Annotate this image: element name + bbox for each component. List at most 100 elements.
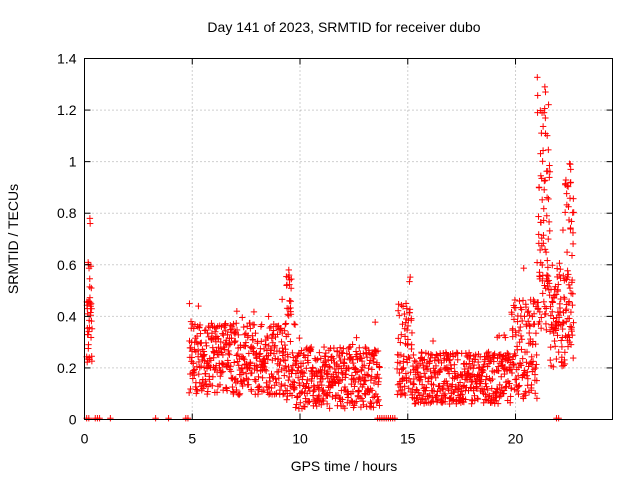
data-point xyxy=(349,341,356,348)
data-point xyxy=(495,367,502,375)
data-point xyxy=(282,362,289,370)
data-point xyxy=(189,375,196,382)
data-point xyxy=(345,364,352,372)
data-point xyxy=(194,387,201,395)
data-point xyxy=(355,387,363,395)
data-point xyxy=(510,316,518,323)
data-point xyxy=(357,380,364,388)
data-point xyxy=(556,308,564,315)
data-point xyxy=(275,368,282,375)
data-point xyxy=(252,362,260,369)
data-point xyxy=(268,384,275,392)
data-point xyxy=(490,358,497,365)
data-point xyxy=(543,194,551,201)
data-point xyxy=(326,405,333,412)
data-point xyxy=(566,284,574,292)
data-point xyxy=(421,356,428,363)
data-point xyxy=(395,335,402,342)
data-point xyxy=(427,351,435,358)
data-point xyxy=(538,234,545,242)
data-point xyxy=(411,400,419,407)
data-point xyxy=(561,360,569,368)
data-point xyxy=(512,352,519,359)
data-point xyxy=(291,321,299,328)
data-point xyxy=(444,366,452,373)
data-point xyxy=(536,246,544,254)
y-tick-label: 0.6 xyxy=(57,257,77,273)
data-point xyxy=(429,337,437,345)
data-point xyxy=(247,325,254,332)
data-point xyxy=(526,312,533,319)
data-point xyxy=(341,383,349,391)
data-point xyxy=(278,296,286,303)
data-point xyxy=(549,308,556,315)
data-point xyxy=(474,395,481,402)
data-point xyxy=(537,325,545,332)
data-point xyxy=(212,328,219,335)
data-point xyxy=(196,321,204,329)
data-point xyxy=(319,375,327,383)
data-point xyxy=(546,174,553,181)
data-point xyxy=(550,363,557,371)
data-point xyxy=(358,357,366,365)
data-point xyxy=(284,387,291,394)
data-point xyxy=(88,317,95,325)
data-point xyxy=(445,357,453,364)
data-point xyxy=(233,320,240,327)
data-point xyxy=(531,298,538,305)
data-point xyxy=(569,290,576,298)
data-point xyxy=(281,372,288,379)
data-point xyxy=(500,365,507,372)
data-point xyxy=(230,359,238,366)
data-point xyxy=(524,375,532,382)
data-point xyxy=(208,336,215,343)
data-point xyxy=(246,364,253,372)
data-point xyxy=(401,333,409,340)
data-point xyxy=(408,341,415,348)
data-point xyxy=(195,358,203,366)
data-point xyxy=(239,382,246,390)
data-point xyxy=(494,400,502,407)
data-point xyxy=(480,361,488,369)
data-point xyxy=(540,232,547,239)
data-point xyxy=(256,384,263,391)
data-point xyxy=(519,355,526,362)
data-point xyxy=(459,383,467,390)
data-point xyxy=(225,347,232,355)
data-point xyxy=(541,186,548,194)
data-point xyxy=(275,375,283,382)
data-point xyxy=(191,372,198,379)
data-point xyxy=(299,369,306,376)
data-point xyxy=(414,369,422,377)
data-point xyxy=(448,365,455,372)
data-point xyxy=(417,399,424,406)
data-point xyxy=(239,369,247,376)
data-point xyxy=(566,315,573,322)
data-point xyxy=(371,352,378,359)
data-point xyxy=(404,359,411,366)
data-point xyxy=(193,386,200,393)
data-point xyxy=(561,209,569,216)
data-point xyxy=(300,369,308,377)
data-point xyxy=(469,365,477,372)
data-point xyxy=(341,355,348,363)
data-point xyxy=(324,375,332,382)
data-point xyxy=(525,308,532,315)
data-point xyxy=(515,327,523,335)
data-point xyxy=(312,357,320,364)
data-point xyxy=(366,360,373,367)
data-point xyxy=(543,132,551,139)
data-point xyxy=(345,365,353,372)
data-point xyxy=(507,399,514,406)
data-point xyxy=(543,305,550,312)
x-tick-label: 5 xyxy=(188,431,196,447)
data-point xyxy=(367,377,375,384)
data-point xyxy=(554,332,561,339)
data-point xyxy=(535,184,543,191)
data-point xyxy=(541,246,549,253)
data-point xyxy=(375,374,383,382)
data-point xyxy=(542,114,549,122)
data-point xyxy=(185,389,193,397)
data-point xyxy=(235,331,242,339)
data-point xyxy=(393,365,401,373)
